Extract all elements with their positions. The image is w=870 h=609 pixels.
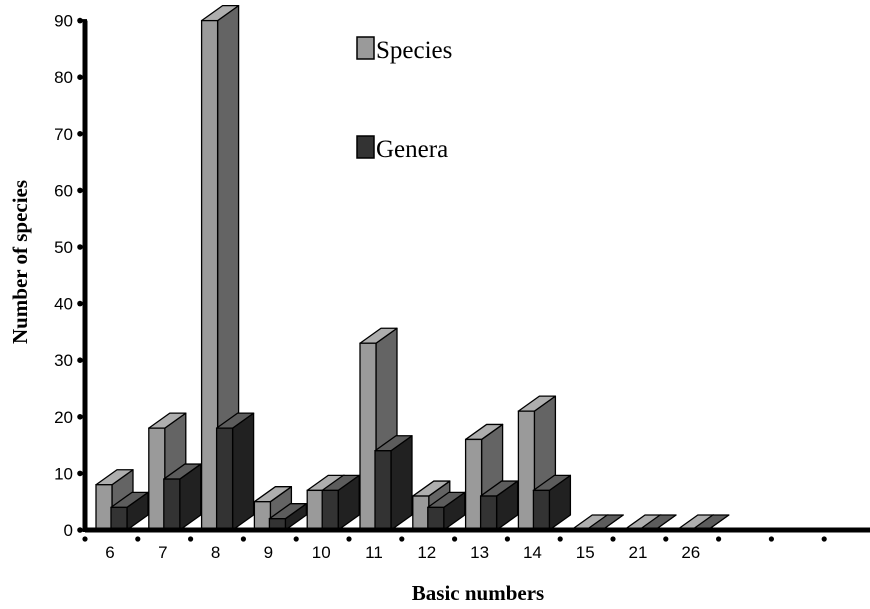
y-tick-dot-30 [77, 357, 83, 364]
x-tick-label-21: 21 [629, 543, 648, 562]
x-tick-label-8: 8 [211, 543, 220, 562]
bar-species-8 [200, 4, 240, 531]
bar-genera-13-front [479, 495, 498, 531]
y-tick-label-60: 60 [54, 181, 73, 200]
x-tick-label-9: 9 [264, 543, 273, 562]
y-tick-dot-50 [77, 244, 83, 250]
bar-species-9-front [253, 501, 272, 531]
y-tick-label-90: 90 [54, 12, 73, 31]
x-tick-6 [399, 536, 405, 542]
x-tick-label-12: 12 [417, 543, 436, 562]
y-tick-label-70: 70 [54, 125, 73, 144]
y-tick-dot-60 [77, 187, 83, 194]
x-tick-label-10: 10 [312, 543, 331, 562]
x-tick-label-26: 26 [681, 543, 700, 562]
bar-species-8-front [200, 19, 219, 531]
y-axis-title: Number of species [8, 180, 32, 344]
bar-genera-11-side [390, 435, 413, 531]
y-tick-label-30: 30 [54, 351, 73, 370]
legend-label-genera: Genera [376, 136, 448, 163]
y-tick-dot-70 [77, 131, 83, 137]
bar-species-11-front [359, 342, 377, 531]
y-tick-dot-90 [77, 17, 83, 24]
bar-species-7-front [148, 427, 166, 531]
x-tick-label-15: 15 [576, 543, 595, 562]
bar-genera-8 [215, 412, 255, 531]
legend: Species Genera [356, 36, 452, 163]
legend-swatch-genera [356, 135, 375, 159]
bar-genera-8-front [215, 427, 234, 531]
bar-genera-9 [268, 503, 308, 531]
bar-species-14-front [517, 410, 536, 531]
y-tick-dot-40 [77, 300, 83, 307]
y-axis: 0 10 20 30 40 50 60 70 80 90 [54, 12, 88, 540]
x-tick-7 [452, 536, 458, 542]
x-tick-3 [240, 536, 246, 542]
x-axis-title: Basic numbers [412, 581, 544, 605]
x-tick-10 [610, 536, 616, 542]
x-tick-label-11: 11 [365, 543, 383, 562]
bar-genera-8-side [231, 412, 255, 531]
x-tick-label-7: 7 [158, 543, 167, 562]
bar-genera-7-front [163, 478, 181, 531]
bar-genera-14 [532, 474, 572, 531]
bar-genera-10-front [321, 489, 339, 531]
bar-genera-11 [374, 435, 413, 531]
y-tick-dot-10 [77, 470, 83, 477]
y-tick-label-40: 40 [54, 295, 73, 314]
plot-area [95, 4, 730, 531]
y-tick-label-0: 0 [64, 521, 73, 540]
x-tick-14 [821, 536, 827, 542]
y-tick-label-50: 50 [54, 238, 73, 257]
bar-genera-6 [110, 491, 149, 531]
bar-species-13-front [464, 438, 483, 531]
bar-species-10-front [306, 489, 324, 531]
bar-genera-10 [321, 474, 360, 531]
x-tick-13 [768, 536, 775, 542]
x-tick-label-6: 6 [105, 543, 114, 562]
x-tick-9 [557, 536, 563, 542]
legend-item-genera: Genera [356, 135, 448, 163]
x-tick-8 [504, 536, 510, 542]
bar-genera-6-front [110, 506, 128, 531]
bar-species-6-front [95, 484, 113, 531]
bar-genera-12-front [427, 506, 445, 531]
x-tick-4 [293, 536, 299, 542]
x-tick-5 [346, 536, 352, 542]
x-tick-2 [188, 536, 194, 542]
bar-genera-7 [163, 463, 202, 531]
x-tick-11 [663, 536, 669, 542]
y-tick-dot-0 [77, 527, 83, 533]
bar-genera-14-front [532, 489, 551, 531]
bar-species-12-front [412, 495, 430, 531]
y-tick-dot-20 [77, 414, 83, 420]
legend-label-species: Species [376, 37, 452, 64]
y-tick-label-20: 20 [54, 408, 73, 427]
x-tick-label-13: 13 [470, 543, 489, 562]
x-axis: 6 7 8 9 10 11 12 13 14 15 21 26 [82, 527, 870, 562]
bar-genera-11-front [374, 450, 392, 531]
y-tick-dot-80 [77, 74, 83, 80]
legend-swatch-species [356, 36, 375, 60]
bar-genera-13 [479, 480, 519, 531]
x-tick-0 [82, 536, 88, 542]
x-tick-label-14: 14 [523, 543, 542, 562]
y-tick-label-10: 10 [54, 464, 73, 483]
y-tick-label-80: 80 [54, 68, 73, 87]
x-tick-1 [135, 536, 141, 542]
legend-item-species: Species [356, 36, 452, 64]
x-tick-12 [716, 536, 722, 542]
